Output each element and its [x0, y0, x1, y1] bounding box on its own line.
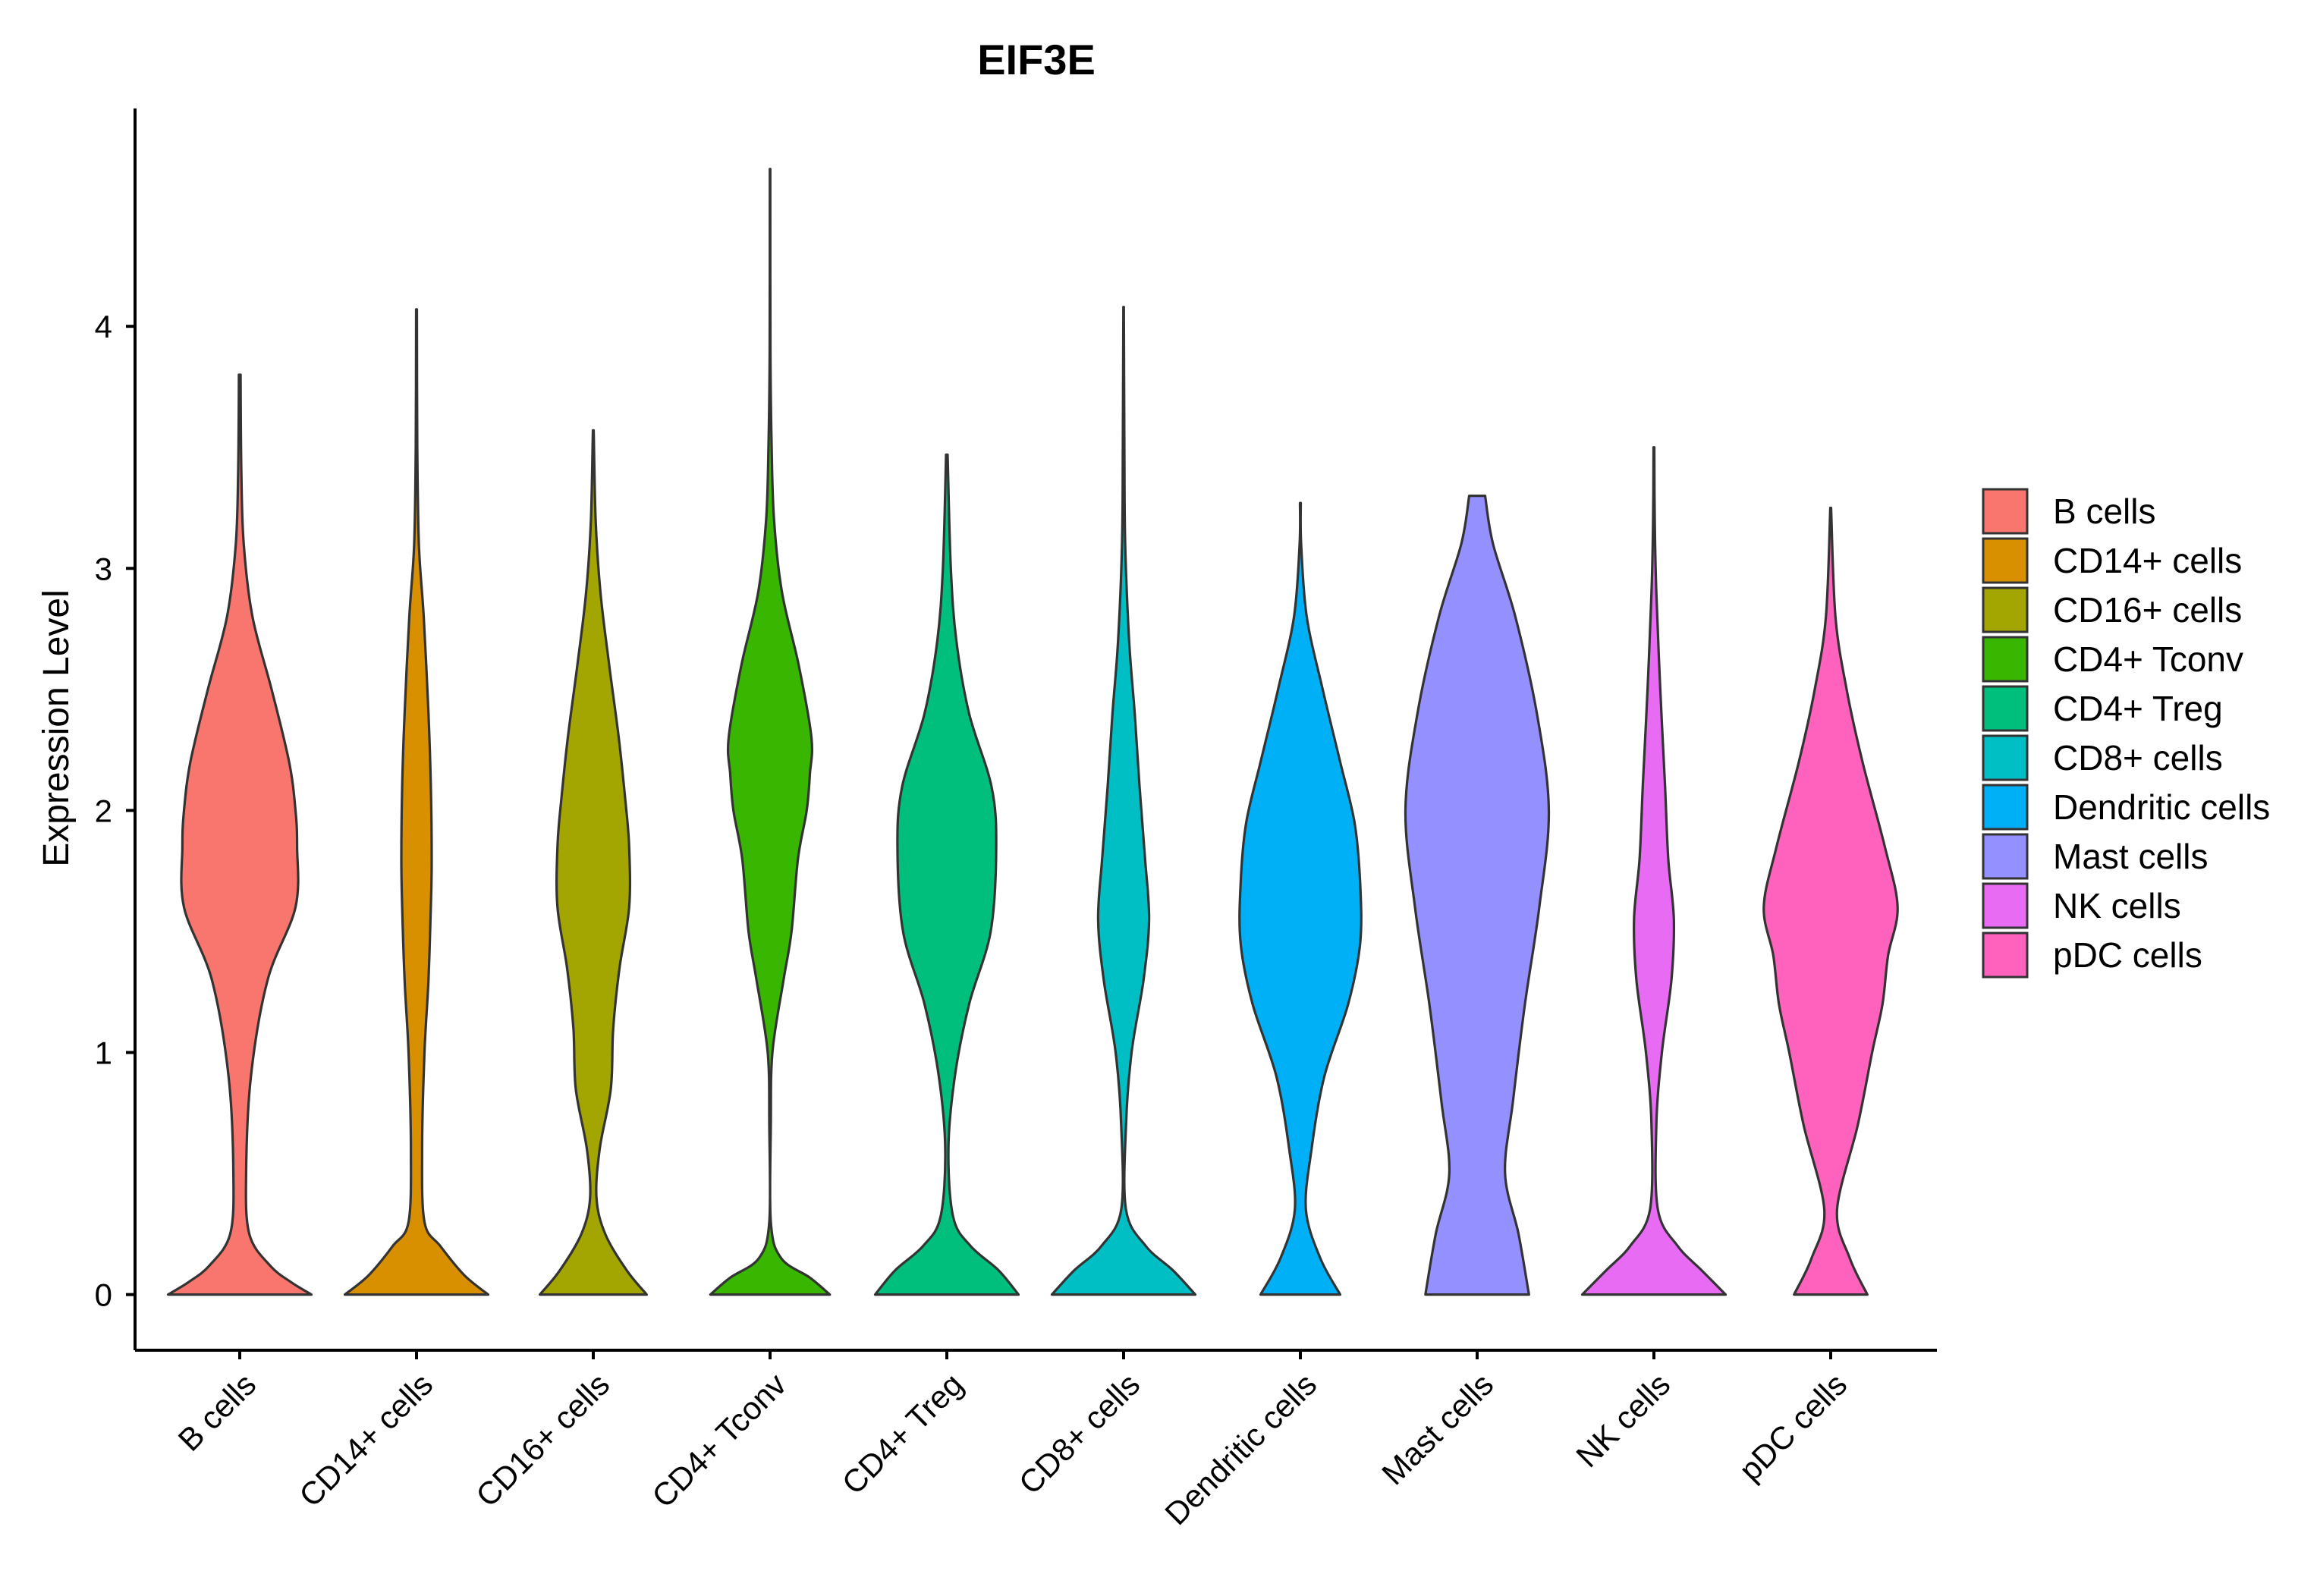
legend-label-cd14-cells: CD14+ cells [2053, 541, 2242, 580]
y-tick-label: 3 [95, 551, 112, 586]
y-axis-ticks: 0 1 2 3 4 [95, 309, 135, 1313]
x-tick-label-cd14-cells: CD14+ cells [292, 1366, 439, 1513]
legend: B cells CD14+ cells CD16+ cells CD4+ Tconv C… [1982, 488, 2270, 979]
x-tick-label-b-cells: B cells [171, 1366, 263, 1458]
x-tick-label-cd16-cells: CD16+ cells [469, 1366, 616, 1513]
legend-swatch-nk-cells [1982, 882, 2029, 929]
legend-swatch-cd14-cells [1982, 537, 2029, 584]
x-tick-label-cd4-tconv: CD4+ Tconv [645, 1366, 793, 1514]
violin-pdc-cells [1762, 506, 1899, 1296]
violin-mast-cells [1404, 495, 1551, 1296]
legend-label-mast-cells: Mast cells [2053, 837, 2208, 876]
y-axis-title: Expression Level [36, 589, 77, 867]
y-tick-label: 1 [95, 1035, 112, 1071]
legend-swatch-cd16-cells [1982, 586, 2029, 633]
violin-cd14-cells [343, 308, 490, 1296]
violin-nk-cells [1580, 446, 1728, 1296]
legend-swatch-cd4-tconv [1982, 636, 2029, 683]
legend-swatch-cd8-cells [1982, 734, 2029, 781]
legend-swatch-b-cells [1982, 488, 2029, 535]
legend-label-pdc-cells: pDC cells [2053, 935, 2202, 975]
violins-layer [166, 168, 1899, 1296]
legend-label-cd4-treg: CD4+ Treg [2053, 689, 2223, 728]
legend-swatch-mast-cells [1982, 833, 2029, 880]
violin-cd16-cells [539, 429, 648, 1296]
legend-label-dendritic-cells: Dendritic cells [2053, 787, 2270, 827]
legend-label-cd16-cells: CD16+ cells [2053, 590, 2242, 630]
violin-dendritic-cells [1238, 501, 1363, 1296]
legend-swatch-cd4-treg [1982, 685, 2029, 732]
violin-cd4-treg [873, 453, 1020, 1296]
x-tick-label-cd4-treg: CD4+ Treg [835, 1366, 970, 1501]
violin-b-cells [166, 373, 313, 1296]
x-tick-label-nk-cells: NK cells [1569, 1366, 1677, 1474]
legend-swatch-pdc-cells [1982, 932, 2029, 979]
y-tick-label: 0 [95, 1277, 112, 1313]
legend-label-b-cells: B cells [2053, 492, 2155, 531]
legend-label-nk-cells: NK cells [2053, 886, 2181, 925]
y-tick-label: 4 [95, 309, 112, 344]
x-axis-ticks: B cells CD14+ cells CD16+ cells CD4+ Tconv C… [171, 1350, 1853, 1532]
x-tick-label-mast-cells: Mast cells [1375, 1366, 1500, 1491]
chart-title: EIF3E [977, 36, 1096, 83]
x-tick-label-pdc-cells: pDC cells [1732, 1366, 1853, 1488]
legend-label-cd8-cells: CD8+ cells [2053, 738, 2223, 778]
legend-label-cd4-tconv: CD4+ Tconv [2053, 639, 2243, 679]
violin-cd4-tconv [709, 168, 832, 1296]
legend-swatch-dendritic-cells [1982, 784, 2029, 831]
x-tick-label-dendritic-cells: Dendritic cells [1158, 1366, 1323, 1532]
x-tick-label-cd8-cells: CD8+ cells [1012, 1366, 1147, 1501]
violin-cd8-cells [1050, 306, 1197, 1296]
y-tick-label: 2 [95, 793, 112, 828]
